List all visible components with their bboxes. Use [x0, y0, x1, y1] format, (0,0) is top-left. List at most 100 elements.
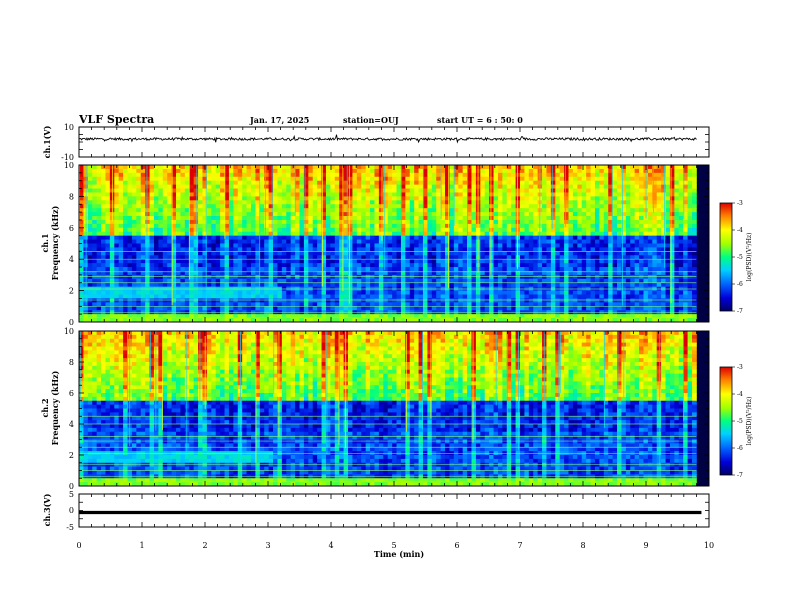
- spectrogram-cell: [211, 192, 217, 197]
- spectrogram-cell: [409, 282, 415, 288]
- spectrogram-cell: [370, 172, 375, 178]
- spectrogram-cell: [361, 219, 367, 225]
- spectrogram-cell: [303, 247, 309, 252]
- spectrogram-cell: [511, 196, 516, 201]
- spectrogram-cell: [594, 192, 600, 197]
- spectrogram-cell: [189, 212, 195, 217]
- spectrogram-cell: [568, 278, 574, 284]
- spectrogram-cell: [445, 267, 450, 272]
- spectrogram-cell: [211, 247, 217, 252]
- spectrogram-cell: [630, 200, 636, 205]
- spectrogram-cell: [277, 294, 283, 299]
- spectrogram-cell: [343, 270, 349, 276]
- spectrogram-cell: [356, 176, 362, 182]
- spectrogram-cell: [167, 200, 173, 205]
- spectrogram-cell: [220, 290, 225, 295]
- spectrogram-cell: [621, 180, 627, 186]
- spectrogram-cell: [489, 165, 494, 170]
- spectrogram-cell: [228, 204, 234, 209]
- spectrogram-cell: [158, 165, 164, 170]
- spectrogram-cell: [502, 208, 508, 213]
- spectrogram-cell: [356, 165, 362, 170]
- spectrogram-cell: [409, 223, 415, 229]
- spectrogram-cell: [158, 188, 164, 193]
- spectrogram-cell: [228, 219, 234, 225]
- spectrogram-cell: [198, 216, 203, 221]
- spectrogram-cell: [440, 255, 446, 260]
- spectrogram-cell: [123, 219, 128, 225]
- spectrogram-cell: [378, 219, 384, 225]
- spectrogram-cell: [400, 278, 406, 284]
- spectrogram-cell: [242, 259, 247, 264]
- spectrogram-cell: [330, 176, 336, 182]
- spectrogram-cell: [515, 235, 521, 240]
- spectrogram-cell: [202, 243, 208, 248]
- spectrogram-cell: [678, 192, 684, 197]
- spectrogram-cell: [400, 235, 406, 240]
- spectrogram-cell: [687, 255, 693, 260]
- spectrogram-cell: [422, 184, 428, 189]
- spectrogram-cell: [656, 168, 662, 174]
- spectrogram-cell: [131, 235, 137, 240]
- spectrogram-cell: [290, 176, 296, 182]
- spectrogram-cell: [555, 298, 561, 303]
- spectrogram-cell: [661, 192, 666, 197]
- spectrogram-cell: [321, 204, 327, 209]
- spectrogram-cell: [273, 259, 278, 264]
- spectrogram-cell: [462, 227, 468, 233]
- spectrogram-cell: [246, 274, 252, 280]
- spectrogram-cell: [233, 270, 239, 276]
- spectrogram-cell: [542, 251, 547, 256]
- spectrogram-cell: [145, 192, 150, 197]
- spectrogram-cell: [202, 168, 208, 174]
- spectrogram-cell: [348, 219, 353, 225]
- spectrogram-cell: [127, 184, 133, 189]
- spectrogram-cell: [630, 247, 636, 252]
- spectrogram-cell: [250, 168, 256, 174]
- spectrogram-cell: [299, 184, 305, 189]
- spectrogram-cell: [617, 239, 622, 244]
- spectrogram-cell: [123, 184, 128, 189]
- spectrogram-cell: [445, 278, 450, 284]
- spectrogram-cell: [634, 168, 640, 174]
- spectrogram-cell: [167, 188, 173, 193]
- spectrogram-cell: [594, 196, 600, 201]
- spectrogram-cell: [467, 192, 472, 197]
- spectrogram-cell: [383, 278, 389, 284]
- spectrogram-cell: [533, 212, 539, 217]
- spectrogram-cell: [273, 255, 278, 260]
- spectrogram-cell: [356, 298, 362, 303]
- spectrogram-cell: [647, 255, 653, 260]
- spectrogram-cell: [594, 270, 600, 276]
- spectrogram-cell: [361, 192, 367, 197]
- spectrogram-cell: [162, 270, 168, 276]
- spectrogram-cell: [436, 247, 442, 252]
- spectrogram-cell: [546, 255, 552, 260]
- spectrogram-cell: [215, 165, 221, 170]
- spectrogram-cell: [228, 231, 234, 237]
- spectrogram-cell: [594, 223, 600, 229]
- spectrogram-cell: [246, 168, 252, 174]
- spectrogram-cell: [484, 263, 490, 268]
- spectrogram-cell: [176, 263, 181, 268]
- spectrogram-cell: [577, 172, 583, 178]
- spectrogram-cell: [471, 216, 477, 221]
- spectrogram-cell: [559, 212, 565, 217]
- spectrogram-cell: [339, 267, 344, 272]
- spectrogram-cell: [652, 180, 658, 186]
- spectrogram-cell: [189, 274, 195, 280]
- spectrogram-cell: [105, 165, 111, 170]
- spectrogram-cell: [559, 219, 565, 225]
- spectrogram-cell: [431, 267, 437, 272]
- spectrogram-cell: [131, 192, 137, 197]
- spectrogram-cell: [352, 298, 358, 303]
- spectrogram-cell: [590, 270, 596, 276]
- spectrogram-cell: [127, 204, 133, 209]
- spectrogram-cell: [145, 251, 150, 256]
- spectrogram-cell: [114, 298, 120, 303]
- spectrogram-cell: [691, 247, 697, 252]
- spectrogram-cell: [352, 247, 358, 252]
- spectrogram-cell: [396, 184, 402, 189]
- spectrogram-cell: [114, 219, 120, 225]
- spectrogram-cell: [453, 180, 459, 186]
